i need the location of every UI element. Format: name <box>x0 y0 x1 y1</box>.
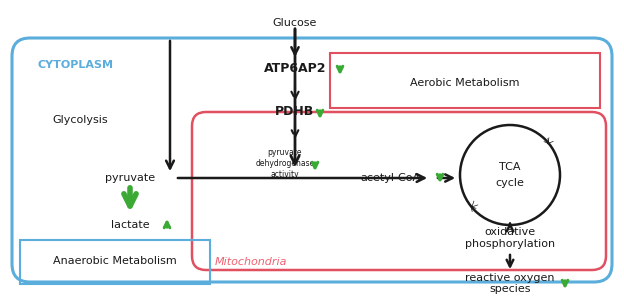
Text: lactate: lactate <box>110 220 149 230</box>
Text: reactive oxygen: reactive oxygen <box>466 273 555 283</box>
Text: Anaerobic Metabolism: Anaerobic Metabolism <box>53 256 177 266</box>
Text: Mitochondria: Mitochondria <box>215 257 288 267</box>
Text: Glycolysis: Glycolysis <box>52 115 108 125</box>
Text: acetyl-CoA: acetyl-CoA <box>360 173 420 183</box>
Text: Aerobic Metabolism: Aerobic Metabolism <box>410 78 520 88</box>
Text: PDHB: PDHB <box>275 105 314 118</box>
Text: Glucose: Glucose <box>273 18 317 28</box>
Bar <box>330 53 600 108</box>
Text: pyruvate
dehydrogenase
activity: pyruvate dehydrogenase activity <box>255 148 314 179</box>
Text: species: species <box>489 284 531 294</box>
Text: oxidative: oxidative <box>484 227 535 237</box>
Text: phosphorylation: phosphorylation <box>465 239 555 249</box>
Bar <box>20 240 210 284</box>
Text: pyruvate: pyruvate <box>105 173 155 183</box>
Text: TCA: TCA <box>499 162 521 172</box>
Text: ATP6AP2: ATP6AP2 <box>264 62 326 75</box>
Text: CYTOPLASM: CYTOPLASM <box>38 60 114 70</box>
Text: cycle: cycle <box>495 178 524 188</box>
